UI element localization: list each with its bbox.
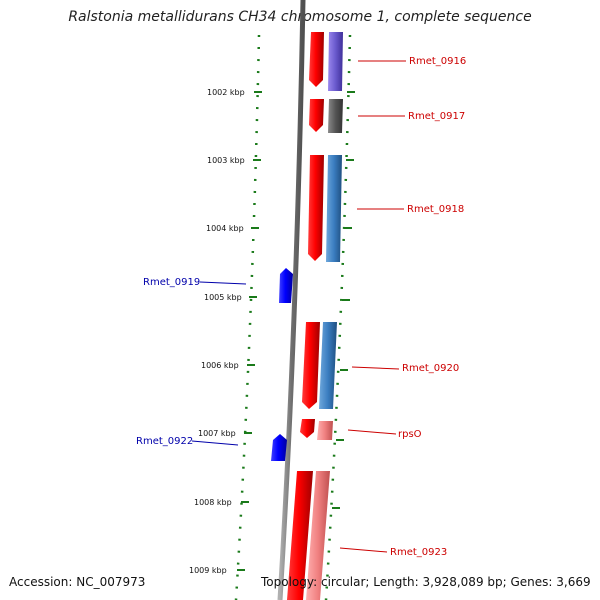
leader-rpsO [347, 429, 397, 435]
tick-label: 1004 kbp [206, 224, 244, 233]
map-title: Ralstonia metallidurans CH34 chromosome … [68, 9, 532, 25]
leader-lines [191, 60, 406, 553]
cog-bar-Rmet_0918 [326, 155, 342, 262]
topology-text: Topology: circular; Length: 3,928,089 bp… [261, 575, 591, 589]
gene-Rmet_0922-reverse[interactable] [271, 434, 287, 461]
leader-Rmet_0922 [191, 440, 239, 446]
leader-Rmet_0919 [199, 281, 247, 285]
inner-dotted-arc [234, 34, 261, 600]
cog-bar-rpsO [317, 421, 333, 440]
gene-Rmet_0920-forward[interactable] [302, 322, 320, 409]
gene-label-Rmet_0918[interactable]: Rmet_0918 [407, 204, 464, 215]
gene-label-Rmet_0920[interactable]: Rmet_0920 [402, 363, 459, 374]
gene-label-Rmet_0916[interactable]: Rmet_0916 [409, 56, 466, 67]
tick-label: 1002 kbp [207, 88, 245, 97]
gene-label-Rmet_0923[interactable]: Rmet_0923 [390, 547, 447, 558]
cog-bar-Rmet_0923 [306, 471, 330, 600]
gene-Rmet_0918-forward[interactable] [308, 155, 324, 261]
gene-Rmet_0917-forward[interactable] [309, 99, 324, 132]
scale-ticks [237, 91, 355, 571]
gene-labels: Rmet_0916 Rmet_0917 Rmet_0918 Rmet_0919 … [136, 56, 466, 558]
tick-label: 1008 kbp [194, 498, 232, 507]
gene-label-Rmet_0917[interactable]: Rmet_0917 [408, 111, 465, 122]
tick-label: 1006 kbp [201, 361, 239, 370]
tick-label: 1007 kbp [198, 429, 236, 438]
accession-text: Accession: NC_007973 [9, 575, 146, 589]
gene-label-Rmet_0922[interactable]: Rmet_0922 [136, 436, 193, 447]
leader-Rmet_0920 [351, 366, 400, 370]
cog-bars [306, 32, 343, 600]
tick-label: 1009 kbp [189, 566, 227, 575]
gene-rpsO-forward[interactable] [300, 419, 315, 438]
gene-label-rpsO[interactable]: rpsO [398, 429, 422, 440]
leader-Rmet_0923 [339, 547, 388, 553]
gene-label-Rmet_0919[interactable]: Rmet_0919 [143, 277, 200, 288]
cog-bar-Rmet_0917 [328, 99, 343, 133]
tick-label: 1005 kbp [204, 293, 242, 302]
genome-backbone [277, 0, 306, 600]
forward-strand-genes [287, 32, 324, 600]
gene-Rmet_0919-reverse[interactable] [279, 268, 293, 303]
gene-Rmet_0923-forward[interactable] [287, 471, 313, 600]
scale-labels: 1002 kbp 1003 kbp 1004 kbp 1005 kbp 1006… [189, 88, 245, 575]
tick-label: 1003 kbp [207, 156, 245, 165]
reverse-strand-genes [271, 268, 293, 461]
gene-Rmet_0916-forward[interactable] [309, 32, 324, 87]
cog-bar-Rmet_0916 [328, 32, 343, 91]
cog-bar-Rmet_0920 [319, 322, 337, 409]
